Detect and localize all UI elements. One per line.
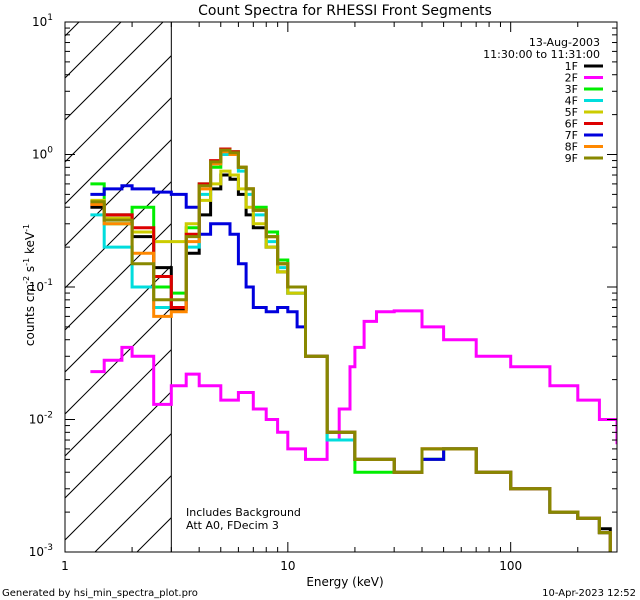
y-tick-label: 100 xyxy=(32,146,53,162)
legend-label-3F: 3F xyxy=(565,83,578,96)
hatch-line xyxy=(65,432,172,541)
series-line-1F xyxy=(90,173,612,552)
y-tick-label: 101 xyxy=(32,13,53,29)
hatch-line xyxy=(65,22,122,79)
legend-label-2F: 2F xyxy=(565,72,578,85)
legend-label-5F: 5F xyxy=(565,106,578,119)
series-line-5F xyxy=(90,169,612,552)
x-tick-label: 10 xyxy=(280,559,295,573)
footer-generated-by: Generated by hsi_min_spectra_plot.pro xyxy=(2,588,198,599)
y-tick-label: 10-2 xyxy=(29,411,53,427)
y-axis-label: counts cm-2 s-1 keV-1 xyxy=(22,224,37,346)
annotation-attenuator: Att A0, FDecim 3 xyxy=(186,519,279,532)
hatch-line xyxy=(65,54,172,163)
legend-label-4F: 4F xyxy=(565,95,578,108)
hatch-line xyxy=(65,264,172,373)
x-axis-label: Energy (keV) xyxy=(306,575,383,589)
y-tick-label: 10-3 xyxy=(29,543,53,559)
series-line-3F xyxy=(90,147,612,552)
legend-label-8F: 8F xyxy=(565,141,578,154)
series-line-8F xyxy=(90,150,612,552)
y-tick-label: 10-1 xyxy=(29,278,53,294)
hatch-line xyxy=(65,390,172,499)
hatch-line xyxy=(65,222,172,331)
date-label: 13-Aug-2003 xyxy=(529,36,600,49)
legend-label-7F: 7F xyxy=(565,129,578,142)
footer-timestamp: 10-Apr-2023 12:52 xyxy=(542,588,636,599)
hatch-line xyxy=(263,22,640,552)
hatch-line xyxy=(65,96,172,205)
legend-label-6F: 6F xyxy=(565,118,578,131)
annotation-background: Includes Background xyxy=(186,506,301,519)
legend-label-9F: 9F xyxy=(565,152,578,165)
series-line-2F xyxy=(90,309,617,461)
legend-label-1F: 1F xyxy=(565,60,578,73)
x-tick-label: 1 xyxy=(61,559,69,573)
y-axis: 10-3 10-2 10-1 100 101 xyxy=(29,13,617,559)
x-tick-label: 100 xyxy=(499,559,522,573)
series-lines xyxy=(90,147,617,552)
time-range-label: 11:30:00 to 11:31:00 xyxy=(483,48,600,61)
chart-title: Count Spectra for RHESSI Front Segments xyxy=(198,3,492,19)
series-line-6F xyxy=(90,147,612,552)
x-axis: 1 10 100 xyxy=(61,22,618,573)
hatched-region xyxy=(65,22,640,552)
series-line-9F xyxy=(90,148,612,552)
hatch-line xyxy=(65,22,164,121)
